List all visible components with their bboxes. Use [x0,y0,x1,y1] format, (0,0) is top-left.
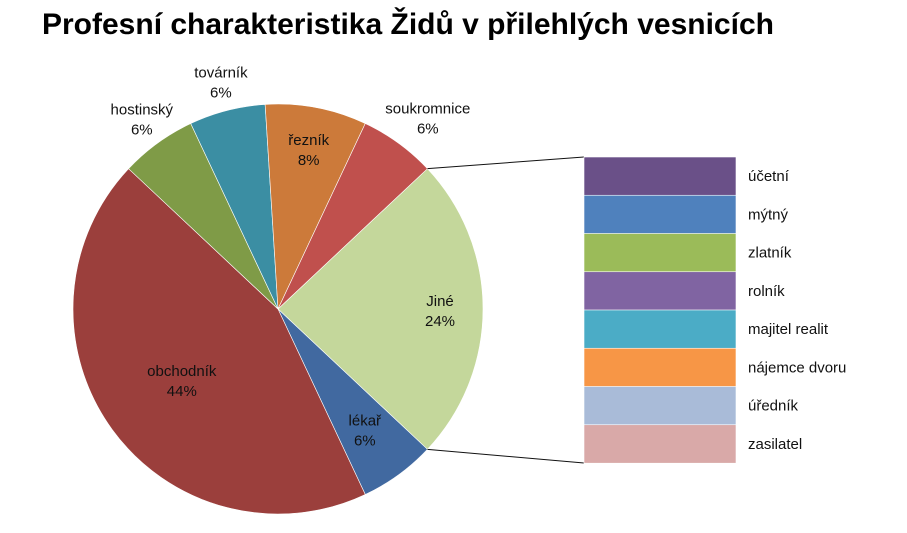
breakdown-segment-mytny [583,194,737,235]
slice-label-hostinsky: hostinský 6% [111,102,174,139]
slice-label-jine: Jiné 24% [425,293,455,330]
connector-line-bottom [427,448,585,464]
slice-percent-label: 6% [417,121,439,138]
breakdown-label-majitel-realit: majitel realit [748,321,829,338]
slice-label-tovarnik: továrník 6% [194,65,248,102]
slice-percent-label: 8% [298,152,320,169]
slice-percent-label: 44% [167,383,197,400]
slice-category-label: řezník [288,132,329,149]
connector-line-top [427,156,585,170]
breakdown-segment-najemce-dvoru [583,347,737,388]
breakdown-stack: účetní mýtný zlatník rolník majitel realit ná… [583,156,846,464]
breakdown-label-zasilatel: zasilatel [748,436,802,453]
chart-title: Profesní charakteristika Židů v přilehlý… [42,8,774,41]
slice-percent-label: 6% [131,122,153,139]
pie-slice-reznik [264,103,366,310]
slice-category-label: soukromnice [385,101,470,118]
breakdown-label-najemce-dvoru: nájemce dvoru [748,359,846,376]
breakdown-segment-ucetni [583,156,737,196]
slice-labels: Jiné 24%lékař 6%obchodník 44%hostinský 6%tov… [111,65,471,450]
pie-slice-soukromnice [277,123,428,310]
breakdown-label-mytny: mýtný [748,206,789,223]
slice-category-label: továrník [194,65,248,82]
slice-percent-label: 24% [425,313,455,330]
slice-category-label: hostinský [111,102,174,119]
breakdown-segment-urednik [583,386,737,426]
slice-category-label: obchodník [147,363,217,380]
slice-label-obchodnik: obchodník 44% [147,363,217,400]
breakdown-segment-rolnik [583,271,737,311]
breakdown-label-zlatnik: zlatník [748,245,792,262]
pie-slice-jine [277,168,484,450]
breakdown-segment-zlatnik [583,233,737,273]
connector-lines [427,156,585,464]
slice-label-lekar: lékař 6% [349,412,383,449]
breakdown-segment-majitel-realit [583,309,737,349]
slice-category-label: lékař [349,412,383,429]
pie-slices [72,103,484,515]
slice-percent-label: 6% [210,85,232,102]
pie-slice-obchodnik [72,168,366,515]
breakdown-label-rolnik: rolník [748,283,785,300]
breakdown-segment-zasilatel [583,424,737,464]
breakdown-label-ucetni: účetní [748,168,790,185]
slice-label-reznik: řezník 8% [288,132,329,169]
breakdown-label-urednik: úředník [748,398,799,415]
slice-percent-label: 6% [354,432,376,449]
slice-label-soukromnice: soukromnice 6% [385,101,470,138]
slice-category-label: Jiné [426,293,454,310]
